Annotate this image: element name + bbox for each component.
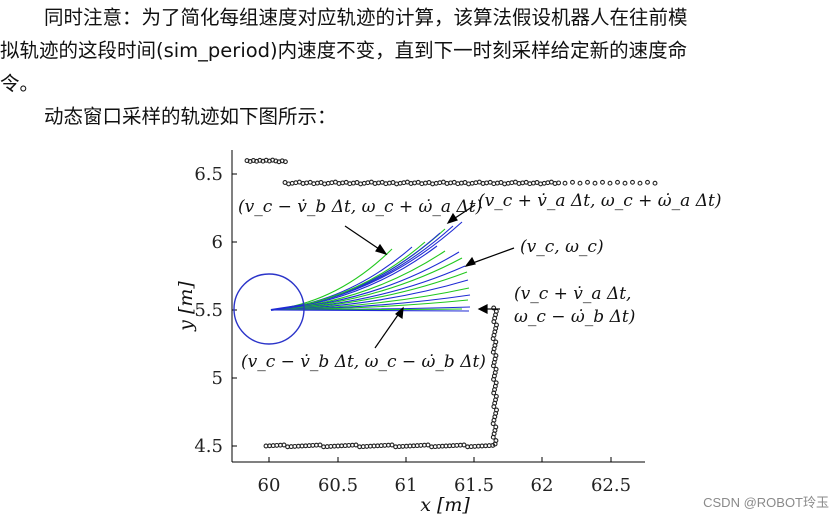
y-tick-label: 4.5 xyxy=(194,436,223,457)
y-tick-label: 6.5 xyxy=(194,164,223,185)
watermark: CSDN @ROBOT玲玉 xyxy=(703,495,829,510)
x-tick-label: 62 xyxy=(531,475,554,496)
obstacle-point xyxy=(570,179,575,185)
y-tick-label: 5 xyxy=(212,368,223,389)
obstacle-point xyxy=(490,363,496,369)
y-axis-label: y [m] xyxy=(175,281,197,332)
obstacle-point xyxy=(630,179,635,185)
obstacle-point xyxy=(490,349,496,355)
obstacle-point xyxy=(600,179,605,185)
trajectory-line xyxy=(270,225,454,311)
robot-heading xyxy=(270,304,305,311)
obstacle-point xyxy=(492,441,498,447)
obstacle-point xyxy=(637,180,643,186)
paragraph-sim-period: 同时注意：为了简化每组速度对应轨迹的计算，该算法假设机器人在往前模 拟轨迹的这段… xyxy=(0,1,837,100)
obstacle-point xyxy=(281,442,287,448)
obstacle-point xyxy=(491,376,497,382)
annotation-right-line2: ω_c − ω̇_b Δt) xyxy=(514,307,635,327)
obstacle-point xyxy=(490,434,496,440)
annotation-lower-left: (v_c − v̇_b Δt, ω_c − ω̇_b Δt) xyxy=(241,352,486,372)
obstacle-point xyxy=(461,442,467,448)
obstacle-point xyxy=(491,305,497,311)
y-tick-label: 6 xyxy=(212,232,223,253)
paragraph1-line1: 同时注意：为了简化每组速度对应轨迹的计算，该算法假设机器人在往前模 xyxy=(44,6,688,29)
y-tick-label: 5.5 xyxy=(194,300,223,321)
obstacle-point xyxy=(585,179,590,185)
sampled-trajectories xyxy=(270,221,471,312)
x-tick-label: 62.5 xyxy=(591,475,631,496)
obstacle-point xyxy=(607,180,613,186)
obstacle-point xyxy=(491,404,497,410)
obstacle-point xyxy=(425,442,431,448)
obstacle-point xyxy=(577,180,583,186)
obstacle-point xyxy=(592,180,598,186)
paragraph1-line3: 令。 xyxy=(0,72,40,95)
obstacle-point xyxy=(491,319,497,325)
x-tick-label: 60.5 xyxy=(318,475,358,496)
annotation-center: (v_c, ω_c) xyxy=(520,237,604,257)
trajectory-line xyxy=(270,309,470,312)
paragraph1-line2: 拟轨迹的这段时间(sim_period)内速度不变，直到下一时刻采样给定新的速度… xyxy=(0,39,688,62)
obstacle-point xyxy=(652,180,658,186)
annotation-arrows xyxy=(344,204,515,349)
obstacle-point xyxy=(562,180,568,186)
obstacle-point xyxy=(490,336,496,342)
obstacle-point xyxy=(622,180,628,186)
robot-footprint xyxy=(233,273,305,345)
axis-ticks xyxy=(232,173,612,462)
x-axis-label: x [m] xyxy=(420,494,470,516)
annotation-upper-left: (v_c − v̇_b Δt, ω_c + ω̇_a Δt) xyxy=(238,197,482,217)
obstacle-point xyxy=(645,179,650,185)
obstacle-point xyxy=(556,180,562,186)
obstacle-point xyxy=(282,159,288,165)
obstacle-point xyxy=(389,442,395,448)
obstacle-point xyxy=(615,179,620,185)
paragraph-figure-intro: 动态窗口采样的轨迹如下图所示： xyxy=(44,105,337,128)
x-tick-label: 61.5 xyxy=(454,475,494,496)
annotation-right-line1: (v_c + v̇_a Δt, xyxy=(514,284,631,304)
x-tick-label: 60 xyxy=(258,475,281,496)
obstacle-point xyxy=(317,442,323,448)
annotation-upper-right: (v_c + v̇_a Δt, ω_c + ω̇_a Δt) xyxy=(478,191,721,211)
obstacle-point xyxy=(491,390,497,396)
obstacle-point xyxy=(490,421,496,427)
x-tick-label: 61 xyxy=(395,475,418,496)
obstacle-point xyxy=(353,442,359,448)
obstacle-points xyxy=(244,157,658,450)
